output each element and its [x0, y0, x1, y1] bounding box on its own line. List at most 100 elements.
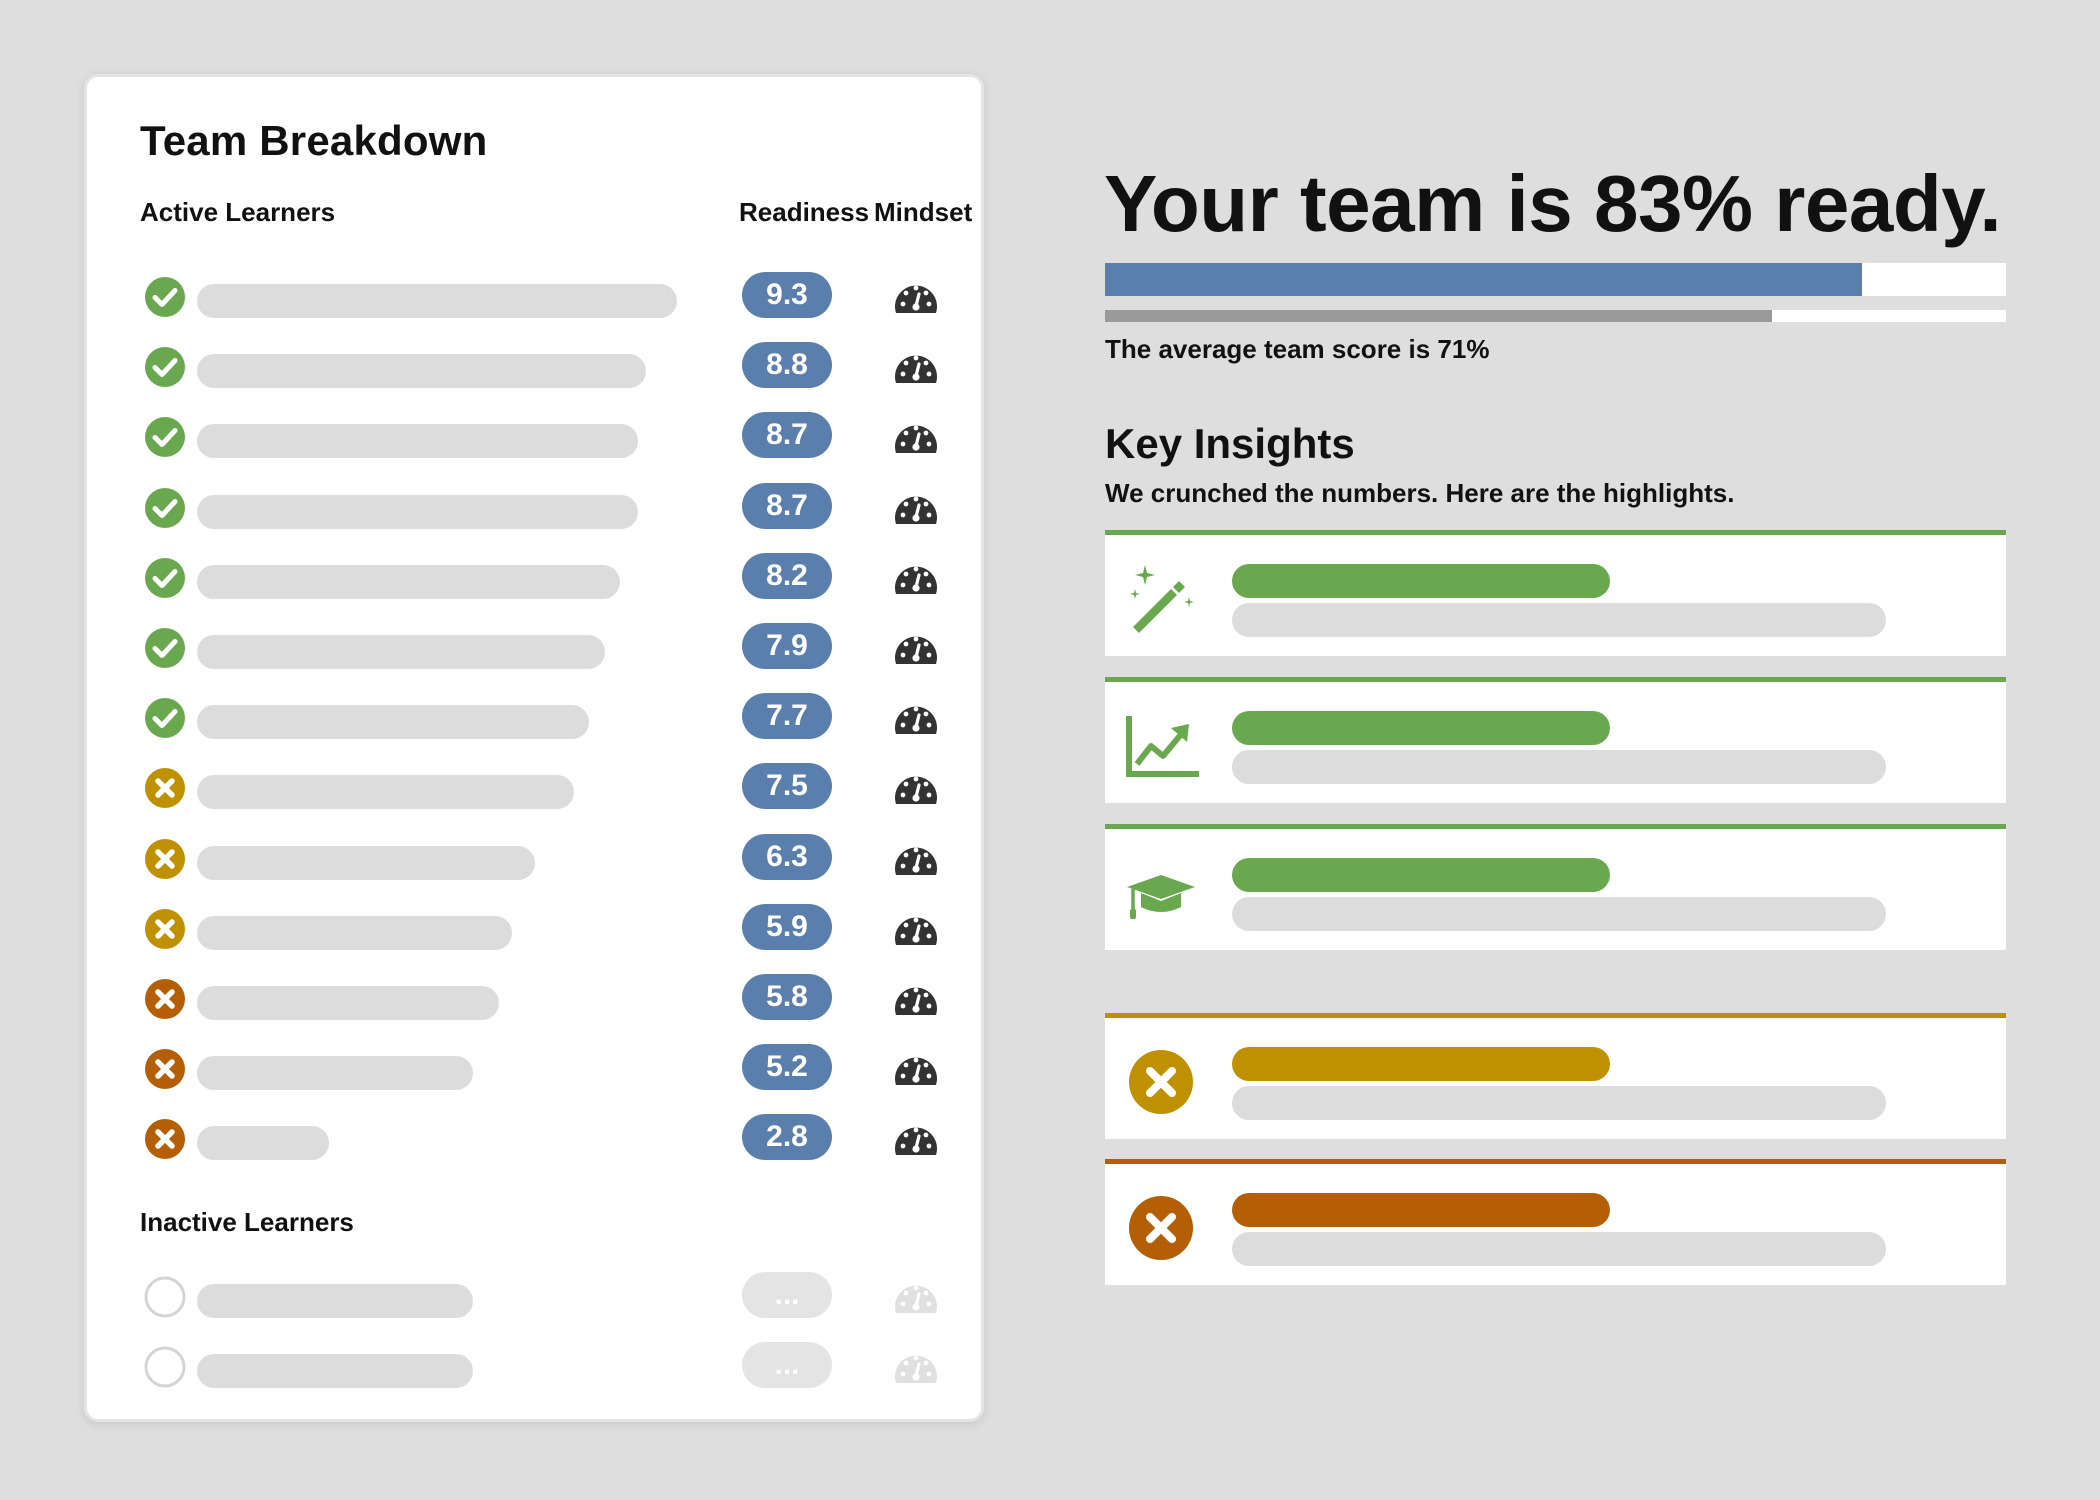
learner-name-placeholder	[197, 564, 620, 599]
insight-card[interactable]	[1105, 677, 2006, 803]
learner-name-placeholder	[197, 1126, 329, 1161]
active-learner-row[interactable]: 6.3	[87, 829, 987, 889]
key-insights-subtitle: We crunched the numbers. Here are the hi…	[1105, 478, 1735, 508]
empty-circle-icon	[144, 1346, 186, 1388]
average-score-text: The average team score is 71%	[1105, 334, 1490, 364]
readiness-progress-fill	[1105, 263, 1862, 296]
mindset-gauge-icon[interactable]	[890, 413, 942, 465]
learner-name-placeholder	[197, 775, 574, 810]
readiness-score-badge: 6.3	[742, 833, 832, 880]
mindset-gauge-icon[interactable]	[890, 273, 942, 325]
insight-text-placeholder	[1232, 750, 1886, 784]
mindset-gauge-icon[interactable]	[890, 343, 942, 395]
inactive-learner-row[interactable]: ...	[87, 1267, 987, 1327]
mindset-gauge-icon[interactable]	[890, 1045, 942, 1097]
insight-card[interactable]	[1105, 530, 2006, 656]
learner-name-placeholder	[197, 424, 638, 459]
check-circle-icon	[144, 346, 186, 388]
mindset-gauge-icon[interactable]	[890, 975, 942, 1027]
insight-text-placeholder	[1232, 1232, 1886, 1266]
mindset-gauge-icon[interactable]	[890, 764, 942, 816]
active-learner-row[interactable]: 7.9	[87, 618, 987, 678]
active-learners-label: Active Learners	[140, 197, 336, 227]
check-circle-icon	[144, 276, 186, 318]
mindset-column-header: Mindset	[874, 197, 973, 227]
readiness-score-badge: 8.2	[742, 552, 832, 599]
team-breakdown-card: Team Breakdown Active Learners Readiness…	[84, 74, 984, 1422]
x-circle-icon	[144, 1048, 186, 1090]
key-insights-title: Key Insights	[1105, 420, 1355, 467]
x-circle-icon	[1123, 1190, 1199, 1266]
x-circle-icon	[144, 838, 186, 880]
active-learner-row[interactable]: 8.8	[87, 337, 987, 397]
insight-title-placeholder	[1232, 711, 1610, 745]
graduation-cap-icon	[1123, 855, 1199, 931]
active-learner-row[interactable]: 8.7	[87, 478, 987, 538]
insight-title-placeholder	[1232, 1193, 1610, 1227]
check-circle-icon	[144, 557, 186, 599]
learner-name-placeholder	[197, 1056, 473, 1091]
learner-name-placeholder	[197, 1284, 473, 1318]
magic-wand-icon	[1123, 561, 1199, 637]
active-learner-row[interactable]: 9.3	[87, 267, 987, 327]
readiness-score-badge: 8.8	[742, 342, 832, 389]
learner-name-placeholder	[197, 284, 677, 318]
active-learner-row[interactable]: 7.5	[87, 758, 987, 818]
readiness-score-badge: 9.3	[742, 272, 832, 318]
active-learner-row[interactable]: 8.2	[87, 548, 987, 608]
readiness-score-badge: 5.8	[742, 974, 832, 1020]
readiness-score-badge: 7.7	[742, 693, 832, 740]
readiness-score-badge: 8.7	[742, 412, 832, 459]
insight-text-placeholder	[1232, 603, 1886, 637]
learner-name-placeholder	[197, 915, 512, 950]
learner-name-placeholder	[197, 494, 638, 529]
insight-card[interactable]	[1105, 1159, 2006, 1285]
card-title: Team Breakdown	[140, 117, 488, 164]
mindset-gauge-icon[interactable]	[890, 694, 942, 746]
insight-text-placeholder	[1232, 1086, 1886, 1120]
readiness-column-header: Readiness	[739, 197, 870, 227]
insight-text-placeholder	[1232, 897, 1886, 931]
x-circle-icon	[144, 767, 186, 809]
insight-card[interactable]	[1105, 824, 2006, 950]
inactive-learner-row[interactable]: ...	[87, 1337, 987, 1397]
mindset-gauge-icon[interactable]	[890, 624, 942, 676]
empty-circle-icon	[144, 1276, 186, 1318]
mindset-gauge-icon[interactable]	[890, 554, 942, 606]
trend-chart-icon	[1123, 708, 1199, 784]
readiness-score-badge: 7.9	[742, 623, 832, 669]
x-circle-icon	[144, 908, 186, 950]
active-learner-row[interactable]: 5.8	[87, 969, 987, 1029]
readiness-score-badge: 8.7	[742, 482, 832, 529]
mindset-gauge-icon[interactable]	[890, 484, 942, 536]
active-learner-row[interactable]: 5.2	[87, 1039, 987, 1099]
learner-name-placeholder	[197, 845, 535, 880]
insight-card[interactable]	[1105, 1013, 2006, 1139]
active-learner-row[interactable]: 8.7	[87, 407, 987, 467]
readiness-score-badge: ...	[742, 1342, 832, 1388]
x-circle-icon	[144, 978, 186, 1020]
x-circle-icon	[144, 1118, 186, 1160]
learner-name-placeholder	[197, 1354, 473, 1388]
mindset-gauge-icon[interactable]	[890, 1343, 942, 1395]
readiness-headline: Your team is 83% ready.	[1104, 159, 2002, 248]
mindset-gauge-icon[interactable]	[890, 1115, 942, 1167]
check-circle-icon	[144, 697, 186, 739]
readiness-progress-bar	[1105, 263, 2006, 296]
insight-title-placeholder	[1232, 858, 1610, 892]
check-circle-icon	[144, 627, 186, 669]
active-learner-row[interactable]: 7.7	[87, 688, 987, 748]
active-learner-row[interactable]: 2.8	[87, 1109, 987, 1169]
learner-name-placeholder	[197, 354, 646, 389]
x-circle-icon	[1123, 1044, 1199, 1120]
mindset-gauge-icon[interactable]	[890, 835, 942, 887]
average-progress-bar	[1105, 310, 2006, 322]
learner-name-placeholder	[197, 635, 605, 669]
mindset-gauge-icon[interactable]	[890, 1273, 942, 1325]
mindset-gauge-icon[interactable]	[890, 905, 942, 957]
insight-title-placeholder	[1232, 564, 1610, 598]
learner-name-placeholder	[197, 986, 499, 1020]
learner-name-placeholder	[197, 705, 589, 740]
active-learner-row[interactable]: 5.9	[87, 899, 987, 959]
inactive-learners-label: Inactive Learners	[140, 1207, 354, 1237]
